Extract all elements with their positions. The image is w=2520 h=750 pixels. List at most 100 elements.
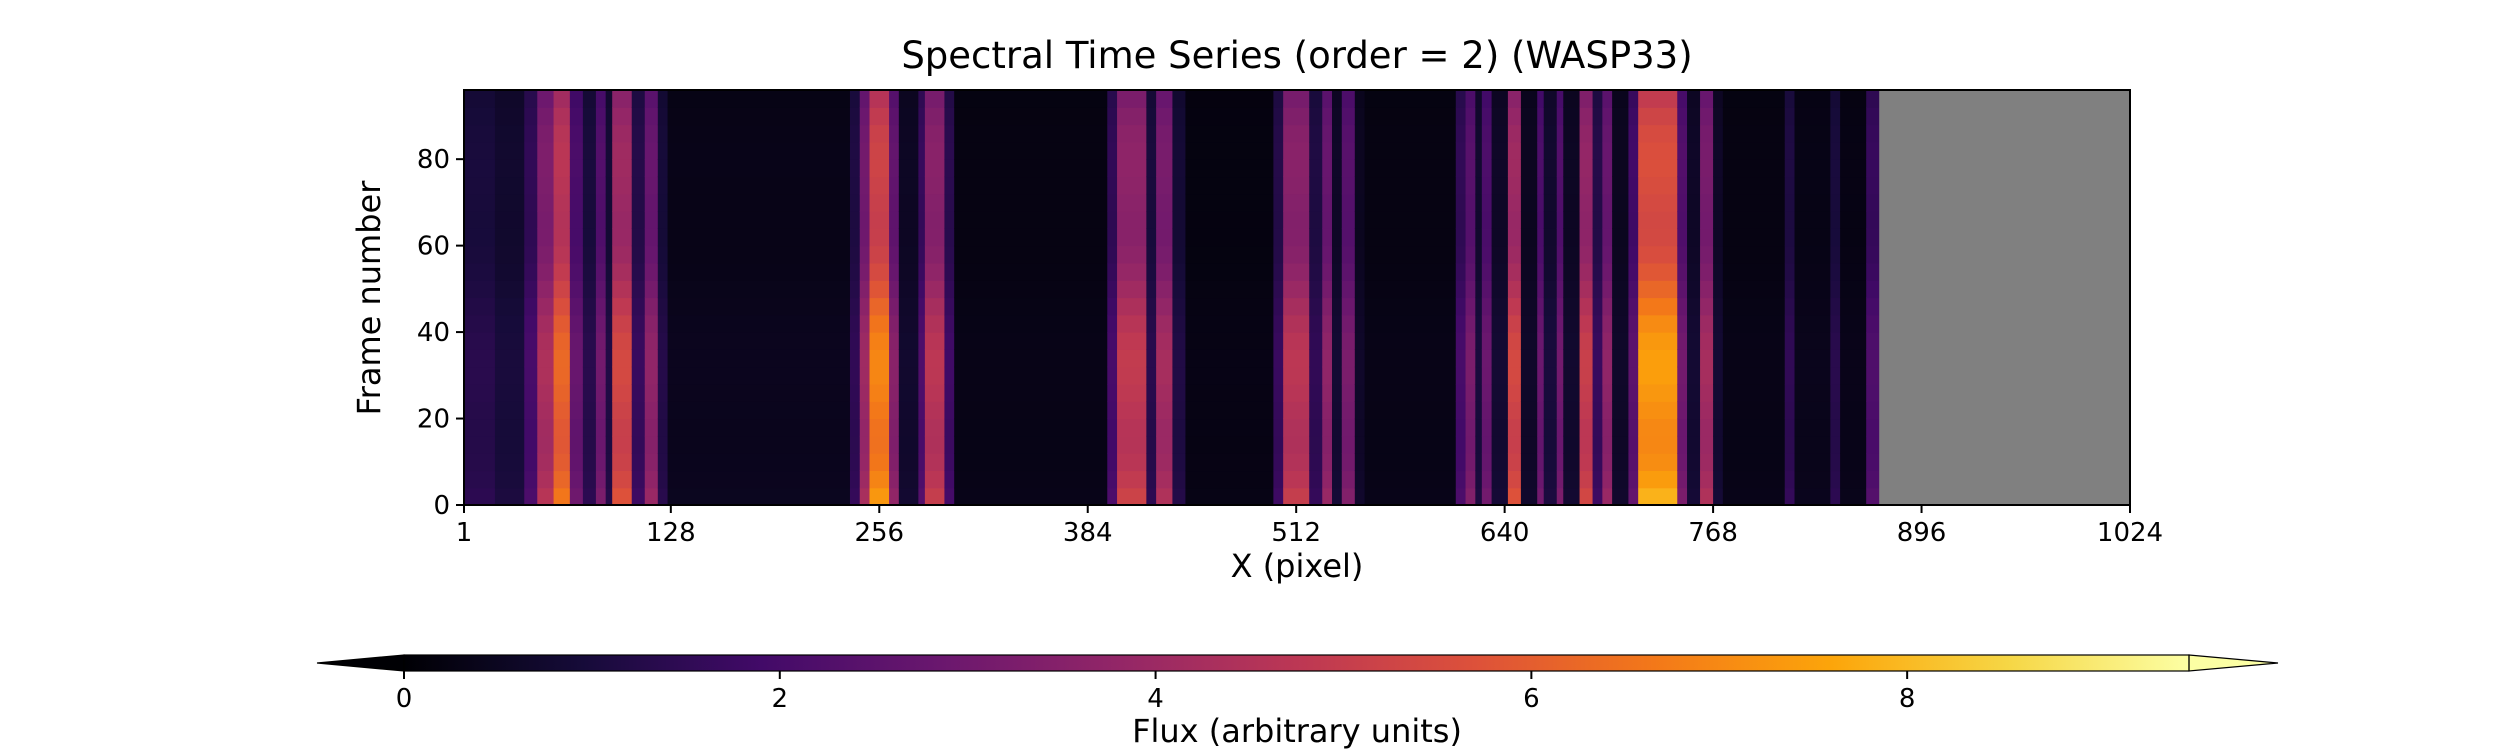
heatmap-cell [1579, 280, 1594, 299]
heatmap-cell [1475, 435, 1483, 454]
heatmap-cell [1628, 228, 1639, 247]
heatmap-cell [1866, 193, 1880, 212]
heatmap-cell [859, 487, 871, 505]
heatmap-cell [1722, 141, 1786, 160]
heatmap-cell [1784, 141, 1796, 160]
heatmap-cell [1475, 487, 1483, 505]
heatmap-cell [1283, 141, 1310, 160]
heatmap-cell [667, 401, 851, 420]
heatmap-cell [1507, 314, 1522, 333]
heatmap-cell [924, 349, 946, 368]
heatmap-cell [889, 470, 900, 489]
heatmap-cell [605, 107, 613, 126]
heatmap-cell [553, 141, 571, 160]
heatmap-cell [1455, 487, 1467, 505]
heatmap-cell [1465, 141, 1476, 160]
heatmap-cell [1107, 470, 1118, 489]
heatmap-cell [1481, 470, 1493, 489]
heatmap-cell [1677, 401, 1688, 420]
heatmap-cell [631, 332, 646, 350]
heatmap-cell [1579, 435, 1594, 454]
heatmap-cell [918, 141, 926, 160]
heatmap-cell [1579, 193, 1594, 212]
heatmap-cell [1700, 383, 1714, 402]
heatmap-cell [1322, 349, 1333, 368]
heatmap-cell [605, 297, 613, 316]
heatmap-cell [1687, 124, 1701, 143]
heatmap-cell [1794, 193, 1831, 212]
heatmap-cell [657, 418, 669, 437]
heatmap-cell [1156, 349, 1174, 368]
heatmap-cell [954, 245, 1108, 264]
heatmap-cell [1322, 280, 1333, 299]
heatmap-cell [494, 418, 525, 437]
heatmap-cell [1465, 366, 1476, 385]
heatmap-cell [1840, 211, 1867, 229]
heatmap-cell [1332, 90, 1343, 108]
heatmap-cell [1713, 159, 1724, 178]
heatmap-cell [582, 107, 597, 126]
heatmap-cell [537, 418, 555, 437]
heatmap-cell [605, 418, 613, 437]
heatmap-cell [1156, 228, 1174, 247]
heatmap-cell [1830, 435, 1841, 454]
heatmap-cell [1592, 297, 1603, 316]
heatmap-cell [1537, 141, 1545, 160]
heatmap-cell [1322, 487, 1333, 505]
heatmap-cell [1556, 297, 1564, 316]
heatmap-cell [1543, 124, 1558, 143]
heatmap-cell [1455, 193, 1467, 212]
heatmap-cell [553, 193, 571, 212]
heatmap-cell [1146, 245, 1157, 264]
heatmap-cell [944, 297, 955, 316]
heatmap-cell [612, 141, 633, 160]
heatmap-cell [1117, 314, 1147, 333]
heatmap-cell [1146, 211, 1157, 229]
heatmap-cell [1507, 228, 1522, 247]
heatmap-cell [1784, 262, 1796, 281]
y-tick-label: 80 [417, 145, 450, 175]
heatmap-cell [1784, 401, 1796, 420]
heatmap-cell [1507, 90, 1522, 108]
heatmap-cell [553, 453, 571, 472]
heatmap-cell [1146, 141, 1157, 160]
heatmap-cell [1612, 453, 1630, 472]
heatmap-cell [1465, 349, 1476, 368]
heatmap-cell [1687, 245, 1701, 264]
heatmap-cell [1794, 418, 1831, 437]
colorbar-gradient [404, 655, 2189, 671]
heatmap-cell [605, 332, 613, 350]
heatmap-cell [924, 383, 946, 402]
heatmap-cell [1309, 280, 1323, 299]
heatmap-cell [889, 487, 900, 505]
heatmap-cell [537, 245, 555, 264]
heatmap-cell [1579, 366, 1594, 385]
heatmap-cell [849, 193, 861, 212]
heatmap-cell [898, 141, 919, 160]
heatmap-cell [1332, 124, 1343, 143]
heatmap-cell [595, 470, 607, 489]
heatmap-cell [1563, 90, 1581, 108]
heatmap-cell [954, 211, 1108, 229]
heatmap-cell [1784, 332, 1796, 350]
heatmap-cell [1364, 141, 1457, 160]
heatmap-cell [1520, 418, 1538, 437]
heatmap-cell [1687, 383, 1701, 402]
heatmap-cell [1481, 176, 1493, 195]
heatmap-cell [1117, 487, 1147, 505]
heatmap-cell [494, 262, 525, 281]
heatmap-cell [1117, 297, 1147, 316]
heatmap-cell [1507, 141, 1522, 160]
heatmap-cell [1107, 262, 1118, 281]
heatmap-cell [1612, 470, 1630, 489]
heatmap-cell [644, 193, 659, 212]
heatmap-cell [1185, 90, 1274, 108]
heatmap-cell [1537, 228, 1545, 247]
heatmap-cell [1537, 366, 1545, 385]
heatmap-cell [944, 141, 955, 160]
heatmap-cell [1507, 470, 1522, 489]
heatmap-cell [553, 280, 571, 299]
heatmap-cell [595, 107, 607, 126]
heatmap-cell [1556, 418, 1564, 437]
heatmap-cell [1602, 90, 1613, 108]
